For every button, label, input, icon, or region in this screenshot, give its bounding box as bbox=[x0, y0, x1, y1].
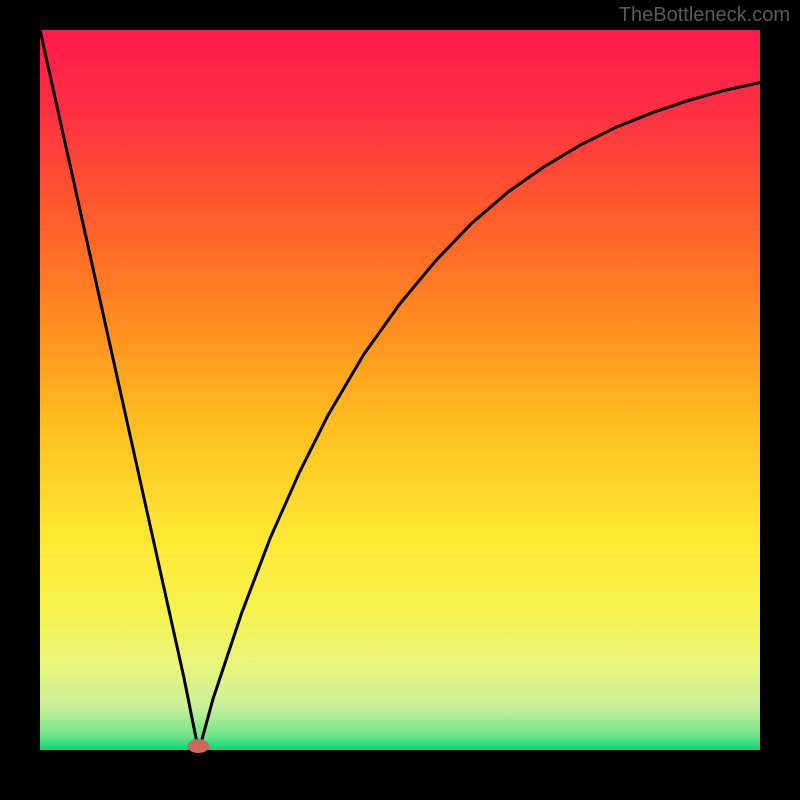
bottleneck-chart bbox=[0, 0, 800, 800]
watermark-text: TheBottleneck.com bbox=[619, 4, 790, 27]
chart-container: TheBottleneck.com bbox=[0, 0, 800, 800]
